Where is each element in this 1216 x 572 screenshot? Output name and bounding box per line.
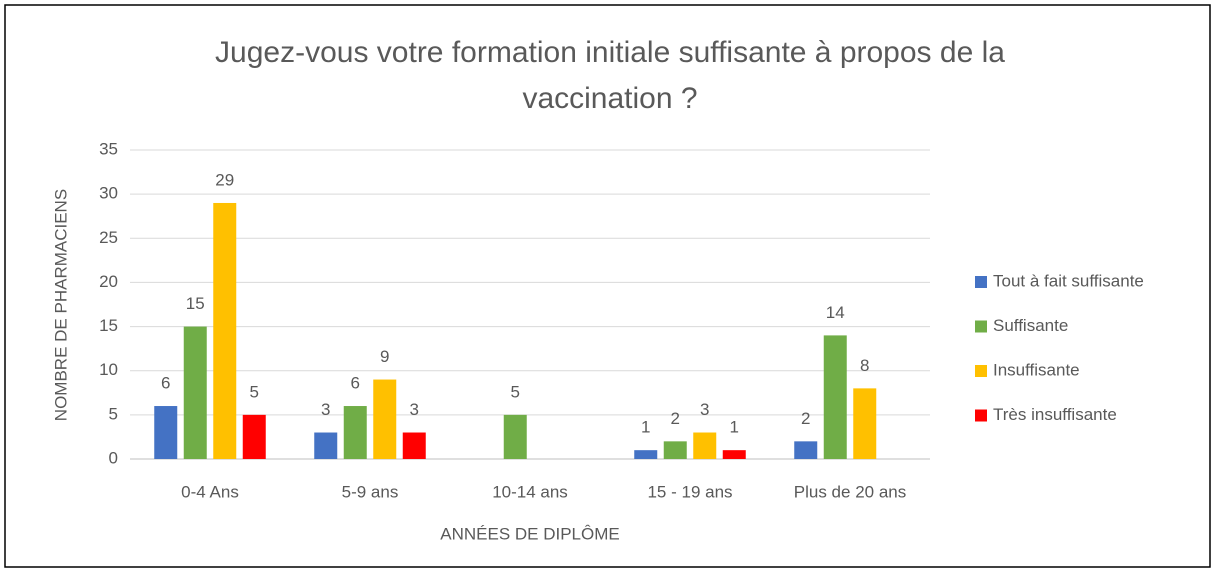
x-tick-label: 5-9 ans bbox=[342, 482, 399, 501]
bar bbox=[693, 432, 717, 459]
legend-swatch bbox=[975, 409, 987, 422]
data-label: 3 bbox=[321, 400, 330, 419]
bar bbox=[853, 388, 877, 459]
legend-swatch bbox=[975, 320, 987, 333]
legend-label: Suffisante bbox=[993, 316, 1068, 335]
data-label: 3 bbox=[410, 400, 419, 419]
bar bbox=[213, 202, 237, 459]
data-label: 5 bbox=[250, 382, 259, 401]
x-tick-label: 10-14 ans bbox=[492, 482, 568, 501]
data-label: 14 bbox=[826, 303, 845, 322]
data-label: 1 bbox=[730, 418, 739, 437]
y-tick-label: 30 bbox=[99, 184, 118, 203]
y-tick-label: 0 bbox=[109, 448, 118, 467]
bar bbox=[722, 450, 746, 459]
data-label: 6 bbox=[161, 374, 170, 393]
bar bbox=[503, 414, 527, 459]
data-label: 8 bbox=[860, 356, 869, 375]
legend-swatch bbox=[975, 365, 987, 377]
y-tick-label: 35 bbox=[99, 139, 118, 158]
bar bbox=[663, 441, 687, 459]
bar bbox=[242, 414, 266, 459]
bar bbox=[314, 432, 338, 459]
y-tick-label: 20 bbox=[99, 272, 118, 291]
bar bbox=[373, 379, 397, 459]
data-label: 9 bbox=[380, 347, 389, 366]
data-label: 5 bbox=[511, 382, 520, 401]
data-label: 29 bbox=[215, 170, 234, 189]
data-label: 6 bbox=[351, 374, 360, 393]
y-tick-label: 25 bbox=[99, 228, 118, 247]
data-label: 2 bbox=[671, 409, 680, 428]
legend-label: Insuffisante bbox=[993, 360, 1080, 379]
x-tick-label: 15 - 19 ans bbox=[647, 482, 732, 501]
legend-label: Très insuffisante bbox=[993, 405, 1117, 424]
bar bbox=[343, 406, 367, 459]
bar bbox=[183, 326, 207, 459]
chart-frame bbox=[4, 4, 1211, 568]
chart-title: Jugez-vous votre formation initiale suff… bbox=[215, 36, 1005, 115]
data-label: 1 bbox=[641, 418, 650, 437]
bar bbox=[823, 335, 847, 459]
legend-swatch bbox=[975, 276, 987, 288]
bar bbox=[634, 450, 658, 459]
bar bbox=[154, 406, 178, 459]
y-tick-label: 15 bbox=[99, 316, 118, 335]
legend-label: Tout à fait suffisante bbox=[993, 271, 1144, 290]
y-axis-label: NOMBRE DE PHARMACIENS bbox=[51, 189, 70, 421]
x-tick-label: Plus de 20 ans bbox=[794, 482, 906, 501]
x-tick-label: 0-4 Ans bbox=[181, 482, 239, 501]
bar bbox=[402, 432, 426, 459]
bar bbox=[794, 441, 818, 459]
x-axis-label: ANNÉES DE DIPLÔME bbox=[440, 524, 620, 543]
data-label: 15 bbox=[186, 294, 205, 313]
y-tick-label: 5 bbox=[109, 404, 118, 423]
data-label: 3 bbox=[700, 400, 709, 419]
y-tick-label: 10 bbox=[99, 360, 118, 379]
data-label: 2 bbox=[801, 409, 810, 428]
